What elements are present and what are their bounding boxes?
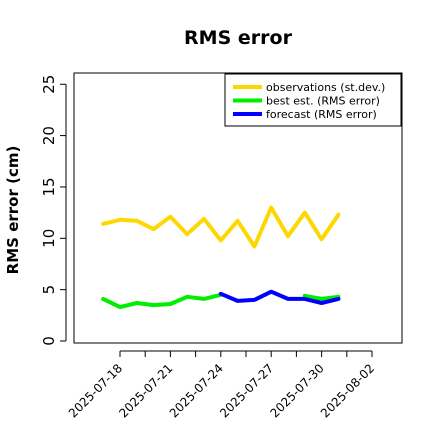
legend-label: best est. (RMS error) — [266, 95, 380, 108]
legend-label: observations (st.dev.) — [266, 81, 385, 94]
y-tick-label: 5 — [40, 285, 58, 295]
plot-area — [73, 72, 403, 344]
y-axis: 0 5 10 15 20 25 — [40, 75, 67, 346]
series-line-2 — [218, 289, 341, 305]
y-axis-label: RMS error (cm) — [4, 146, 22, 275]
x-tick-label: 2025-08-02 — [318, 361, 377, 420]
y-tick-label: 10 — [40, 229, 58, 248]
y-tick-label: 20 — [40, 126, 58, 145]
series-line-0 — [101, 205, 341, 249]
series-layer — [101, 205, 341, 310]
series-line-1 — [101, 292, 223, 310]
y-tick-label: 25 — [40, 75, 58, 94]
legend: observations (st.dev.)best est. (RMS err… — [224, 73, 402, 127]
series-line-1 — [302, 293, 341, 301]
x-axis: 2025-07-182025-07-212025-07-242025-07-27… — [66, 350, 377, 420]
y-tick-label: 0 — [40, 336, 58, 346]
legend-label: forecast (RMS error) — [266, 108, 377, 121]
chart-title: RMS error — [184, 27, 293, 49]
y-tick-label: 15 — [40, 177, 58, 196]
